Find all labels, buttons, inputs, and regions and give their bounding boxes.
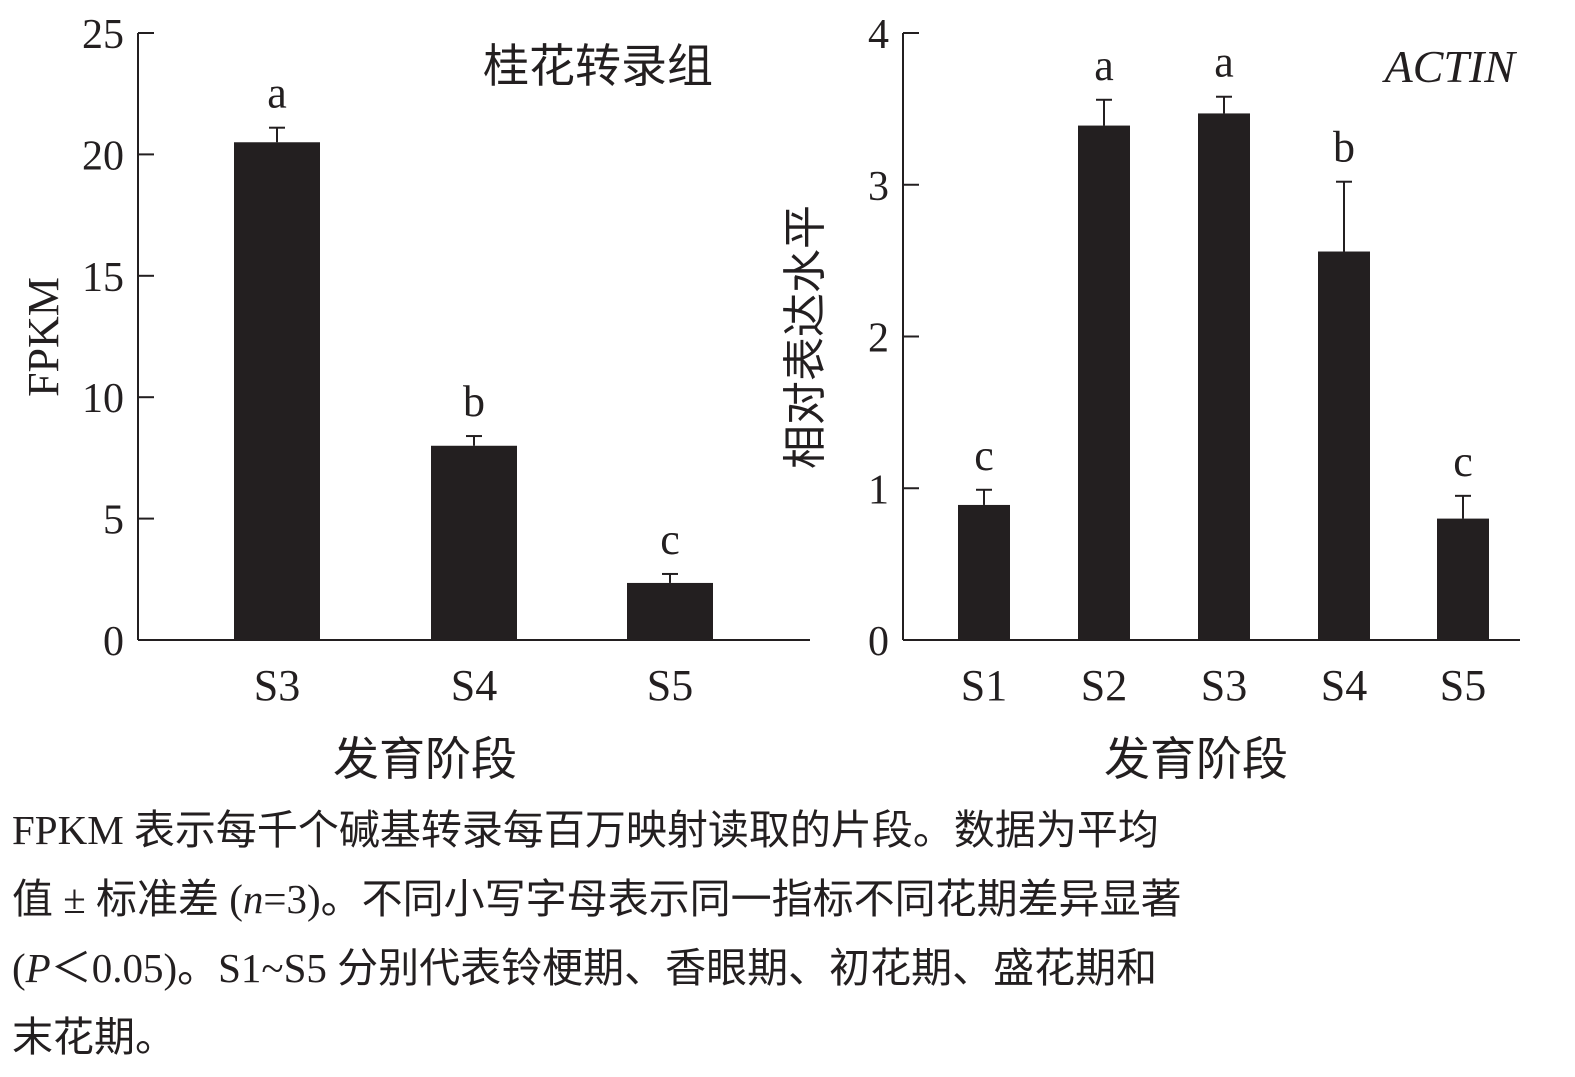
y-tick-label: 2 [868, 316, 889, 362]
y-tick-label: 3 [868, 164, 889, 210]
y-tick-label: 15 [82, 255, 124, 301]
bar-S1 [958, 504, 1010, 640]
significance-letter: b [1333, 123, 1355, 172]
x-tick-label: S4 [451, 661, 497, 710]
x-axis-label: 发育阶段 [333, 734, 517, 785]
y-tick-label: 20 [82, 133, 124, 179]
x-tick-label: S5 [647, 661, 693, 710]
significance-letter: a [267, 69, 287, 118]
caption-n: n [242, 876, 264, 922]
x-tick-label: S4 [1321, 661, 1367, 710]
y-tick-label: 0 [868, 619, 889, 665]
y-tick-label: 10 [82, 376, 124, 422]
x-tick-label: S1 [961, 661, 1007, 710]
significance-letter: a [1094, 41, 1114, 90]
bar-S2 [1078, 125, 1130, 640]
x-tick-label: S5 [1440, 661, 1486, 710]
caption-line-2: 值 ± 标准差 (n=3)。不同小写字母表示同一指标不同花期差异显著 [12, 865, 1567, 934]
caption-line-1: FPKM 表示每千个碱基转录每百万映射读取的片段。数据为平均 [12, 807, 1159, 853]
charts: 0 5 10 15 20 25 a S3 b S4 c S5 桂花转录组 FPKM 发育阶段 0 1 2 3 4 c S1… [19, 12, 1520, 785]
bar-S3 [234, 142, 320, 640]
significance-letter: a [1214, 38, 1234, 87]
significance-letter: b [463, 377, 485, 426]
chart-title: ACTIN [1382, 41, 1518, 92]
bar-S4 [1318, 251, 1370, 640]
figure-caption: FPKM 表示每千个碱基转录每百万映射读取的片段。数据为平均 值 ± 标准差 (… [12, 796, 1567, 1072]
y-tick-label: 5 [103, 498, 124, 544]
significance-letter: c [974, 431, 994, 480]
y-tick-label: 1 [868, 467, 889, 513]
significance-letter: c [660, 515, 680, 564]
x-axis-label: 发育阶段 [1104, 734, 1288, 785]
caption-text: ( [12, 945, 26, 991]
y-tick-label: 4 [868, 12, 889, 58]
bar-S4 [431, 445, 517, 640]
caption-line-4: 末花期。 [12, 1014, 176, 1060]
y-tick-label: 0 [103, 619, 124, 665]
bar-S5 [1437, 518, 1489, 640]
y-axis-label: FPKM [19, 277, 68, 397]
caption-text: 值 ± 标准差 ( [12, 876, 243, 922]
x-tick-label: S3 [1201, 661, 1247, 710]
chart-title: 桂花转录组 [483, 41, 713, 92]
y-tick-label: 25 [82, 12, 124, 58]
bar-S5 [627, 582, 713, 640]
y-axis-label: 相对表达水平 [781, 205, 830, 469]
x-tick-label: S2 [1081, 661, 1127, 710]
significance-letter: c [1453, 437, 1473, 486]
bar-S3 [1198, 113, 1250, 641]
caption-p: P [25, 945, 51, 991]
caption-text: ＜0.05)。S1~S5 分别代表铃梗期、香眼期、初花期、盛花期和 [50, 945, 1158, 991]
caption-text: =3)。不同小写字母表示同一指标不同花期差异显著 [263, 876, 1182, 922]
caption-line-3: (P＜0.05)。S1~S5 分别代表铃梗期、香眼期、初花期、盛花期和 [12, 934, 1567, 1003]
x-tick-label: S3 [254, 661, 300, 710]
